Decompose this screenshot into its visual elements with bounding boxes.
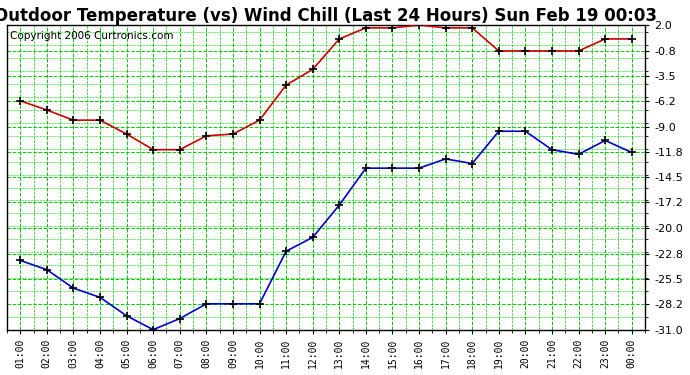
- Title: Outdoor Temperature (vs) Wind Chill (Last 24 Hours) Sun Feb 19 00:03: Outdoor Temperature (vs) Wind Chill (Las…: [0, 7, 658, 25]
- Text: Copyright 2006 Curtronics.com: Copyright 2006 Curtronics.com: [10, 31, 174, 41]
